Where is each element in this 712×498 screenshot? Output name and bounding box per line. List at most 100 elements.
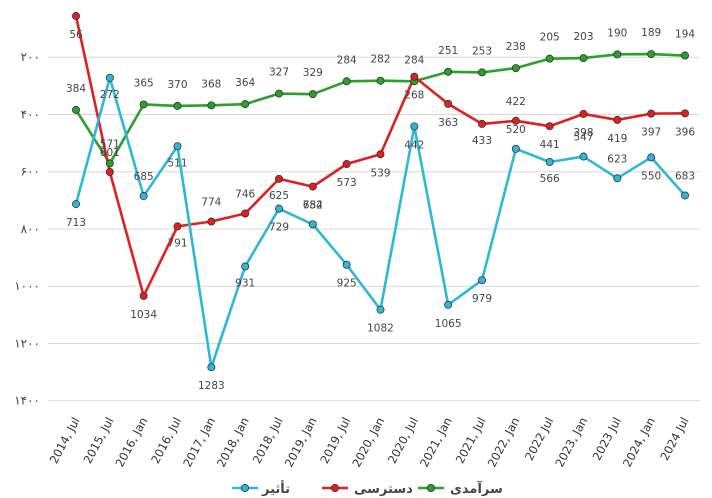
data-point — [72, 105, 81, 114]
data-label: 396 — [675, 126, 695, 138]
data-label: 729 — [269, 222, 289, 234]
y-tick-label: ۶۰۰ — [21, 165, 40, 179]
data-point — [410, 122, 419, 131]
data-point — [241, 100, 250, 109]
data-point — [207, 101, 216, 110]
data-label: 384 — [66, 83, 86, 95]
data-label: 713 — [66, 217, 86, 229]
y-tick-label: ۴۰۰ — [21, 107, 40, 121]
x-tick-label: 2015, Jul — [80, 415, 116, 466]
data-point — [511, 144, 520, 153]
x-tick-label: 2022 Jul — [522, 415, 556, 463]
data-point — [647, 153, 656, 162]
data-label: 56 — [69, 29, 83, 41]
data-label: 251 — [438, 45, 458, 57]
y-tick-label: ۱۲۰۰ — [14, 336, 40, 350]
data-label: 205 — [540, 32, 560, 44]
data-label: 573 — [337, 177, 357, 189]
data-point — [511, 64, 520, 73]
data-label: 397 — [641, 127, 661, 139]
legend-marker — [330, 483, 339, 492]
data-label: 571 — [100, 138, 120, 150]
series-points — [72, 12, 690, 372]
data-point — [376, 150, 385, 159]
data-label: 539 — [370, 167, 390, 179]
data-point — [105, 73, 114, 82]
data-point — [308, 182, 317, 191]
data-label: 774 — [201, 197, 221, 209]
data-label: 238 — [506, 41, 526, 53]
x-tick-label: 2021, Jul — [453, 415, 489, 466]
data-point — [72, 12, 81, 21]
data-label: 368 — [201, 78, 221, 90]
x-tick-label: 2019, Jul — [317, 415, 353, 466]
data-point — [241, 262, 250, 271]
data-point — [105, 168, 114, 177]
x-tick-label: 2019, Jan — [282, 415, 320, 470]
data-point — [579, 109, 588, 118]
data-labels: 384 571 365 370 368 364 327 329 284 282 284 251 253 2… — [66, 27, 695, 392]
data-point — [681, 51, 690, 60]
data-label: 746 — [235, 189, 255, 201]
data-label: 364 — [235, 77, 255, 89]
x-tick-label: 2024 Jul — [657, 415, 691, 463]
data-label: 547 — [573, 132, 593, 144]
data-point — [274, 89, 283, 98]
series-lines — [74, 15, 686, 369]
data-label: 511 — [167, 157, 187, 169]
data-label: 329 — [303, 67, 323, 79]
data-label: 365 — [134, 77, 154, 89]
data-point — [139, 291, 148, 300]
data-label: 1082 — [367, 323, 394, 335]
x-tick-label: 2018, Jan — [214, 415, 252, 470]
data-point — [545, 54, 554, 63]
data-label: 925 — [337, 278, 357, 290]
data-point — [72, 200, 81, 209]
x-tick-label: 2020, Jul — [385, 415, 421, 466]
data-point — [105, 159, 114, 168]
y-tick-label: ۱۴۰۰ — [14, 394, 40, 408]
data-label: 272 — [100, 89, 120, 101]
data-point — [579, 54, 588, 63]
data-label: 683 — [675, 170, 695, 182]
data-point — [342, 77, 351, 86]
y-tick-label: ۸۰۰ — [21, 222, 40, 236]
data-point — [613, 50, 622, 59]
data-point — [241, 209, 250, 218]
data-point — [308, 220, 317, 229]
data-label: 268 — [404, 90, 424, 102]
data-point — [511, 116, 520, 125]
data-label: 433 — [472, 135, 492, 147]
legend-label: تأثیر — [261, 480, 290, 497]
data-label: 625 — [269, 190, 289, 202]
data-label: 601 — [100, 147, 120, 159]
data-point — [444, 99, 453, 108]
data-point — [444, 300, 453, 309]
data-point — [342, 159, 351, 168]
data-point — [207, 363, 216, 372]
data-point — [173, 142, 182, 151]
series-line — [74, 52, 686, 165]
data-point — [545, 157, 554, 166]
y-tick-label: ۱۰۰۰ — [14, 279, 40, 293]
data-label: 189 — [641, 27, 661, 39]
data-point — [173, 101, 182, 110]
data-point — [173, 222, 182, 231]
x-tick-label: 2017, Jan — [180, 415, 218, 470]
x-tick-label: 2023, Jan — [552, 415, 590, 470]
data-point — [376, 76, 385, 85]
data-point — [647, 109, 656, 118]
data-point — [207, 217, 216, 226]
y-axis-ticks: ۲۰۰ ۴۰۰ ۶۰۰ ۸۰۰ ۱۰۰۰ ۱۲۰۰ ۱۴۰۰ — [14, 50, 40, 407]
data-point — [274, 204, 283, 213]
data-label: 566 — [540, 173, 560, 185]
legend-label: سرآمدی — [450, 480, 503, 497]
data-point — [579, 152, 588, 161]
data-label: 1034 — [130, 309, 157, 321]
legend-marker — [426, 483, 435, 492]
data-point — [139, 100, 148, 109]
data-point — [477, 119, 486, 128]
data-label: 370 — [167, 79, 187, 91]
